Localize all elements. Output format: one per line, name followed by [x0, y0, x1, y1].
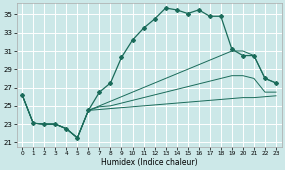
X-axis label: Humidex (Indice chaleur): Humidex (Indice chaleur) [101, 158, 198, 167]
